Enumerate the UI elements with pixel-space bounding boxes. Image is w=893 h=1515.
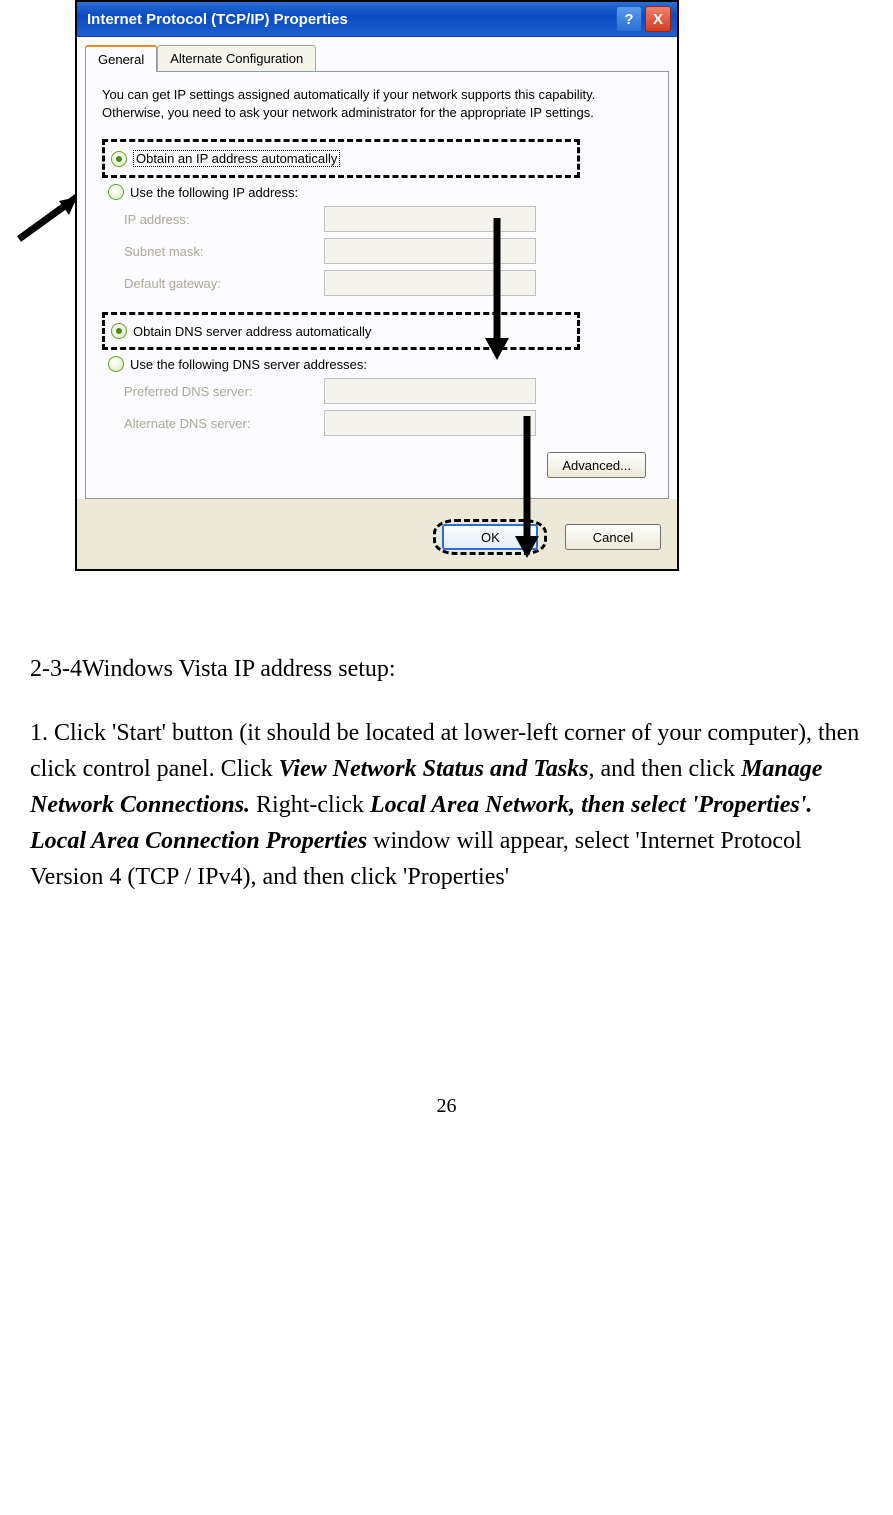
- step-1-text: 1. Click 'Start' button (it should be lo…: [30, 715, 863, 895]
- field-ip-address: IP address:: [124, 206, 652, 232]
- annotation-down-arrow-1: [477, 214, 517, 364]
- preferred-dns-input: [324, 378, 536, 404]
- radio-obtain-ip-auto[interactable]: Obtain an IP address automatically: [111, 150, 571, 167]
- radio-use-following-dns[interactable]: Use the following DNS server addresses:: [108, 356, 652, 372]
- help-button[interactable]: ?: [616, 6, 642, 32]
- tab-strip: General Alternate Configuration: [77, 37, 677, 71]
- close-button[interactable]: X: [645, 6, 671, 32]
- alternate-dns-input: [324, 410, 536, 436]
- cancel-button[interactable]: Cancel: [565, 524, 661, 550]
- titlebar: Internet Protocol (TCP/IP) Properties ? …: [77, 2, 677, 37]
- radio-icon: [108, 356, 124, 372]
- section-heading: 2-3-4Windows Vista IP address setup:: [30, 651, 863, 687]
- radio-icon: [111, 151, 127, 167]
- page-number: 26: [30, 1095, 863, 1118]
- tab-alternate-configuration[interactable]: Alternate Configuration: [157, 45, 316, 71]
- field-alternate-dns: Alternate DNS server:: [124, 410, 652, 436]
- tab-body-general: You can get IP settings assigned automat…: [85, 71, 669, 499]
- tab-general[interactable]: General: [85, 45, 157, 72]
- annotation-down-arrow-2: [507, 412, 547, 562]
- radio-icon: [111, 323, 127, 339]
- description-text: You can get IP settings assigned automat…: [102, 86, 652, 121]
- field-default-gateway: Default gateway:: [124, 270, 652, 296]
- advanced-button[interactable]: Advanced...: [547, 452, 646, 478]
- highlight-obtain-ip: Obtain an IP address automatically: [102, 139, 580, 178]
- window-title: Internet Protocol (TCP/IP) Properties: [87, 11, 613, 28]
- document-body-text: 2-3-4Windows Vista IP address setup: 1. …: [30, 651, 863, 895]
- field-preferred-dns: Preferred DNS server:: [124, 378, 652, 404]
- dialog-footer: OK Cancel: [77, 507, 677, 569]
- radio-use-following-ip[interactable]: Use the following IP address:: [108, 184, 652, 200]
- field-subnet-mask: Subnet mask:: [124, 238, 652, 264]
- radio-icon: [108, 184, 124, 200]
- tcpip-properties-dialog: Internet Protocol (TCP/IP) Properties ? …: [75, 0, 679, 571]
